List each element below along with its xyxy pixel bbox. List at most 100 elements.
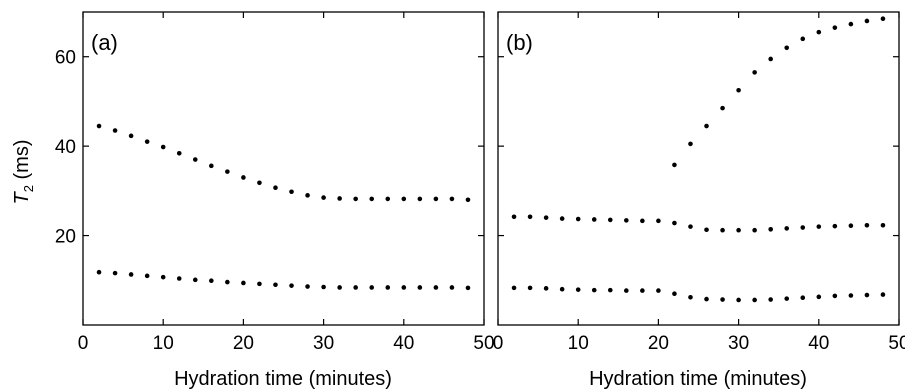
data-point bbox=[257, 281, 262, 287]
panel-a-x-axis-label: Hydration time (minutes) bbox=[174, 368, 392, 389]
data-point bbox=[720, 297, 725, 302]
panel-a-x-ticks: 0 10 20 30 40 50 bbox=[78, 12, 495, 354]
data-point bbox=[209, 278, 214, 284]
panel-b-frame bbox=[497, 11, 900, 326]
data-point bbox=[752, 297, 757, 303]
data-point bbox=[369, 196, 375, 202]
data-point bbox=[433, 196, 439, 202]
data-point bbox=[832, 223, 838, 229]
y-tick-label: 40 bbox=[55, 137, 76, 158]
data-point bbox=[321, 195, 326, 200]
data-point bbox=[128, 133, 134, 139]
x-tick-label: 20 bbox=[233, 333, 254, 354]
data-point bbox=[752, 70, 757, 75]
y-axis-label-sub: 2 bbox=[21, 185, 36, 192]
data-point bbox=[784, 296, 790, 301]
panel-a-y-ticks: 20 40 60 bbox=[55, 48, 484, 248]
data-point bbox=[704, 227, 709, 233]
data-point bbox=[800, 295, 806, 301]
data-point bbox=[96, 269, 102, 275]
data-point bbox=[688, 294, 693, 300]
data-point bbox=[768, 297, 773, 302]
x-tick-label: 0 bbox=[493, 333, 504, 354]
data-point bbox=[192, 157, 198, 162]
data-point bbox=[720, 227, 725, 233]
data-point bbox=[704, 123, 709, 129]
data-point bbox=[848, 293, 854, 298]
data-point bbox=[624, 218, 629, 223]
x-tick-label: 40 bbox=[393, 333, 414, 354]
data-point bbox=[591, 287, 597, 293]
panel-a-points bbox=[96, 123, 471, 291]
data-point bbox=[289, 283, 294, 288]
data-point bbox=[241, 280, 246, 286]
data-point bbox=[543, 286, 549, 291]
data-point bbox=[417, 196, 423, 202]
data-point bbox=[656, 218, 661, 224]
data-point bbox=[848, 21, 854, 27]
data-point bbox=[369, 285, 375, 290]
data-point bbox=[465, 197, 471, 203]
data-point bbox=[800, 36, 806, 42]
data-point bbox=[591, 217, 597, 222]
data-point bbox=[511, 285, 517, 291]
data-point bbox=[656, 288, 661, 293]
y-tick-label: 60 bbox=[55, 48, 76, 69]
data-point bbox=[816, 224, 822, 229]
data-point bbox=[257, 180, 262, 186]
data-point bbox=[575, 216, 581, 222]
data-point bbox=[816, 29, 822, 35]
data-point bbox=[112, 128, 118, 133]
data-point bbox=[607, 217, 613, 223]
data-point bbox=[720, 105, 725, 111]
data-point bbox=[192, 277, 198, 283]
data-point bbox=[112, 270, 118, 276]
data-point bbox=[864, 222, 870, 228]
data-point bbox=[880, 222, 886, 228]
data-point bbox=[736, 227, 741, 233]
data-point bbox=[433, 285, 439, 290]
data-point bbox=[176, 276, 182, 281]
panel-b-x-axis-label: Hydration time (minutes) bbox=[589, 368, 807, 389]
panel-b-points bbox=[511, 16, 886, 303]
data-point bbox=[144, 273, 150, 279]
x-tick-label: 40 bbox=[808, 333, 829, 354]
x-tick-label: 10 bbox=[568, 333, 589, 354]
panel-a: (a) 0 10 20 30 40 50 20 40 60 Hydration time (m… bbox=[55, 11, 495, 389]
panel-b: (b) 0 10 20 30 40 50 Hydration time (minutes) bbox=[493, 11, 905, 389]
data-point bbox=[209, 163, 214, 169]
data-point bbox=[353, 196, 358, 202]
data-point bbox=[784, 45, 790, 51]
data-point bbox=[305, 284, 310, 289]
data-point bbox=[559, 286, 565, 292]
data-point bbox=[160, 144, 166, 150]
data-point bbox=[273, 185, 278, 191]
data-point bbox=[465, 285, 471, 291]
data-point bbox=[337, 285, 342, 290]
data-point bbox=[880, 292, 886, 297]
data-point bbox=[559, 216, 565, 221]
data-point bbox=[176, 150, 182, 156]
panel-a-frame bbox=[82, 11, 485, 326]
data-point bbox=[401, 196, 407, 202]
data-point bbox=[640, 288, 645, 293]
x-tick-label: 10 bbox=[153, 333, 174, 354]
data-point bbox=[736, 297, 741, 303]
panel-b-label: (b) bbox=[506, 30, 533, 55]
data-point bbox=[401, 285, 407, 290]
x-tick-label: 30 bbox=[313, 333, 334, 354]
data-point bbox=[96, 123, 102, 129]
panel-b-y-ticks bbox=[498, 56, 899, 237]
data-point bbox=[417, 285, 423, 290]
x-tick-label: 50 bbox=[473, 333, 494, 354]
panel-a-label: (a) bbox=[91, 30, 118, 55]
x-tick-label: 30 bbox=[728, 333, 749, 354]
data-point bbox=[543, 215, 549, 220]
data-point bbox=[144, 139, 150, 144]
data-point bbox=[784, 226, 790, 231]
x-tick-label: 50 bbox=[888, 333, 905, 354]
data-point bbox=[321, 284, 326, 290]
data-point bbox=[832, 25, 838, 30]
data-point bbox=[848, 223, 854, 229]
